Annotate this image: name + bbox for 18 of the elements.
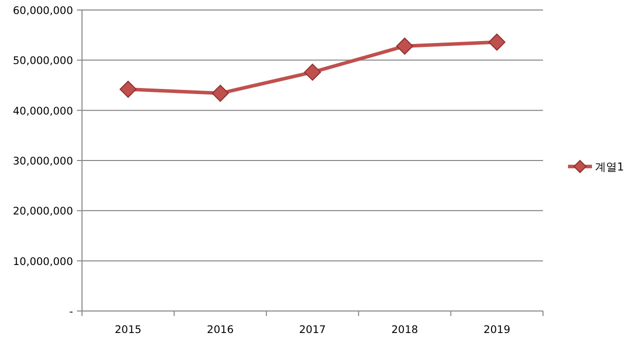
x-tick-label: 2019: [484, 324, 510, 336]
y-tick-label: 40,000,000: [12, 105, 73, 118]
x-tick-label: 2017: [299, 324, 326, 336]
y-tick-label: 60,000,000: [12, 5, 73, 17]
point: [488, 34, 506, 51]
point: [212, 84, 229, 102]
x-tick-label: 2015: [114, 324, 142, 336]
point: [120, 80, 137, 98]
x-tick-label: 2018: [391, 324, 418, 336]
y-tick-label: 30,000,000: [12, 156, 73, 168]
x-tick-label: 2016: [206, 324, 234, 336]
point: [396, 38, 414, 55]
point: [304, 64, 321, 81]
y-tick-label: 10,000,000: [12, 256, 73, 268]
y-tick-label: 20,000,000: [12, 206, 73, 218]
legend-label: 계열1: [595, 160, 624, 174]
y-tick-label: -: [69, 306, 74, 318]
y-tick-label: 50,000,000: [12, 55, 73, 68]
